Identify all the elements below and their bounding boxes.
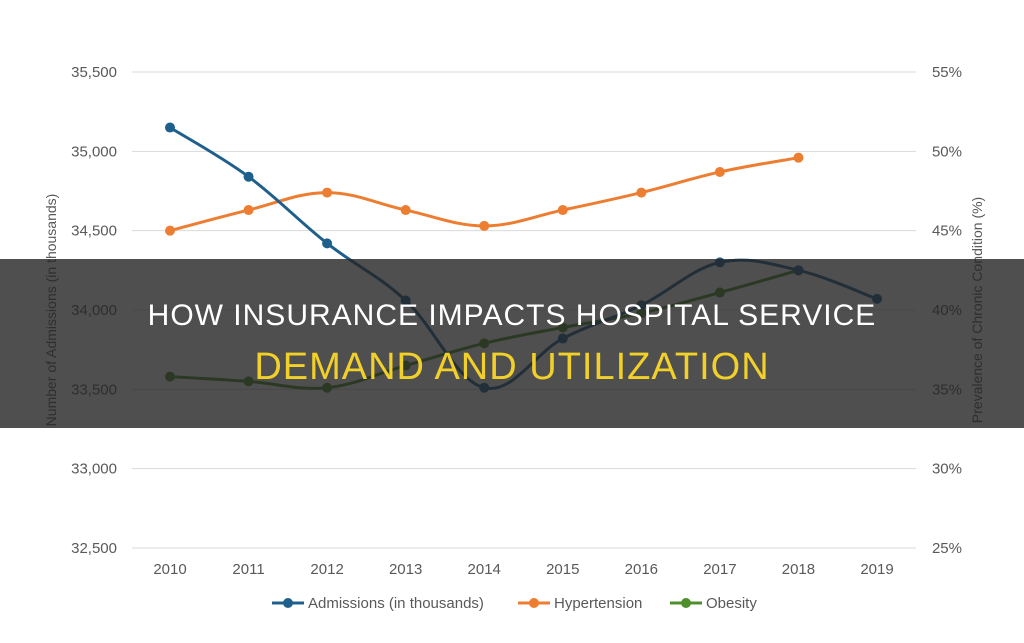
legend-label: Hypertension — [554, 595, 642, 612]
x-tick-label: 2012 — [310, 561, 343, 578]
x-tick-label: 2013 — [389, 561, 422, 578]
left-tick-label: 35,500 — [71, 64, 117, 81]
banner-title-line-1: HOW INSURANCE IMPACTS HOSPITAL SERVICE — [147, 298, 877, 332]
x-tick-label: 2017 — [703, 561, 736, 578]
x-axis-ticks: 2010 2011 2012 2013 2014 2015 2016 2017 2018 2019 — [153, 561, 893, 578]
right-tick-label: 50% — [932, 143, 962, 160]
data-point — [243, 171, 254, 182]
x-tick-label: 2016 — [625, 561, 658, 578]
x-tick-label: 2015 — [546, 561, 579, 578]
legend-item: Admissions (in thousands) — [272, 595, 484, 612]
data-point — [479, 220, 490, 231]
x-tick-label: 2011 — [232, 561, 264, 578]
data-point — [714, 166, 725, 177]
legend-item: Obesity — [670, 595, 757, 612]
data-point — [793, 152, 804, 163]
legend-swatch-marker — [681, 598, 691, 608]
x-tick-label: 2014 — [468, 561, 501, 578]
x-tick-label: 2010 — [153, 561, 186, 578]
legend-item: Hypertension — [518, 595, 642, 612]
right-tick-label: 45% — [932, 223, 962, 240]
banner-title-line-2: DEMAND AND UTILIZATION — [254, 345, 770, 388]
right-tick-label: 30% — [932, 461, 962, 478]
legend-swatch-marker — [283, 598, 293, 608]
data-point — [322, 187, 333, 198]
legend-label: Admissions (in thousands) — [308, 595, 484, 612]
left-tick-label: 34,500 — [71, 223, 117, 240]
left-tick-label: 35,000 — [71, 143, 117, 160]
data-point — [322, 238, 333, 249]
series-hypertension — [165, 152, 804, 236]
title-banner: HOW INSURANCE IMPACTS HOSPITAL SERVICE D… — [0, 259, 1024, 428]
data-point — [636, 187, 647, 198]
data-point — [243, 205, 254, 216]
left-tick-label: 33,000 — [71, 461, 117, 478]
right-tick-label: 55% — [932, 64, 962, 81]
left-tick-label: 32,500 — [71, 540, 117, 557]
legend: Admissions (in thousands) Hypertension Obe… — [272, 595, 757, 612]
data-point — [165, 225, 175, 236]
x-tick-label: 2019 — [860, 561, 893, 578]
data-point — [165, 122, 175, 133]
x-tick-label: 2018 — [782, 561, 815, 578]
legend-label: Obesity — [706, 595, 757, 612]
data-point — [557, 205, 568, 216]
right-tick-label: 25% — [932, 540, 962, 557]
legend-swatch-marker — [529, 598, 539, 608]
series-line — [169, 156, 799, 233]
data-point — [400, 205, 411, 216]
